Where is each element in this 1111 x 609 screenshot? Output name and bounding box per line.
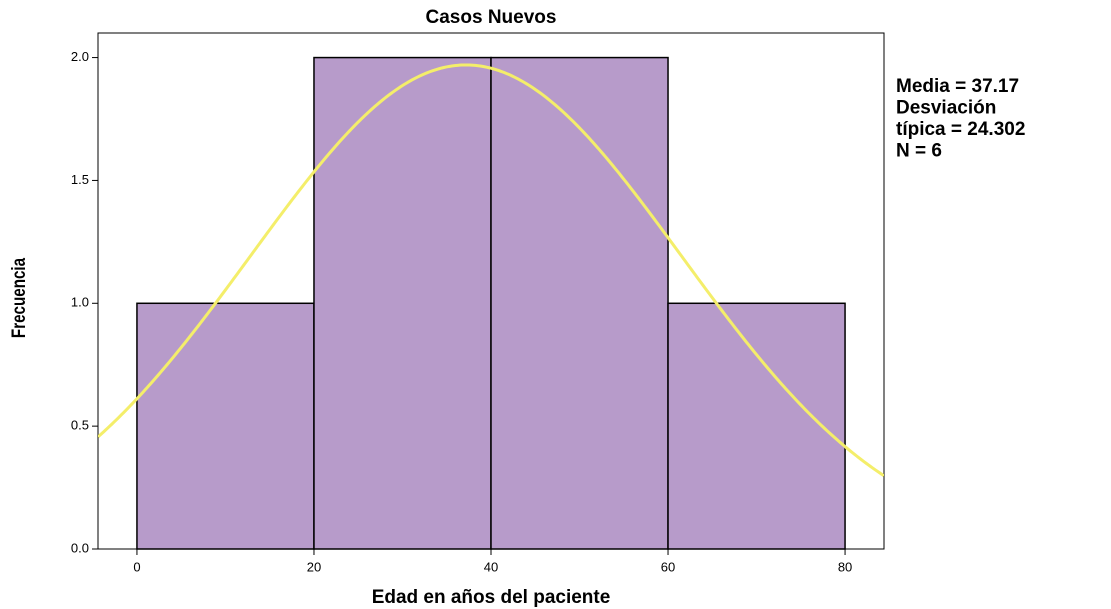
y-tick-label: 0.5	[71, 418, 89, 433]
bar	[313, 56, 492, 550]
y-axis-label: Frecuencia	[7, 258, 29, 339]
y-tick-label: 1.0	[71, 295, 89, 310]
x-tick-label: 40	[484, 559, 498, 574]
stats-annotation: típica = 24.302	[896, 119, 1025, 140]
x-tick-label: 60	[661, 559, 675, 574]
stats-annotation: N = 6	[896, 141, 942, 162]
x-tick-label: 20	[307, 559, 321, 574]
stats-annotation: Desviación	[896, 98, 996, 119]
chart-title: Casos Nuevos	[426, 7, 557, 28]
y-tick-label: 1.5	[71, 172, 89, 187]
x-tick-label: 0	[133, 559, 140, 574]
bar	[490, 56, 669, 550]
y-tick-label: 0.0	[71, 540, 89, 555]
curve-group	[98, 63, 884, 478]
normal-curve	[98, 63, 884, 478]
bar	[667, 302, 846, 550]
bar	[136, 302, 315, 550]
x-axis-label: Edad en años del paciente	[372, 587, 611, 608]
stats-annotation: Media = 37.17	[896, 76, 1019, 97]
x-tick-label: 80	[838, 559, 852, 574]
y-tick-label: 2.0	[71, 49, 89, 64]
